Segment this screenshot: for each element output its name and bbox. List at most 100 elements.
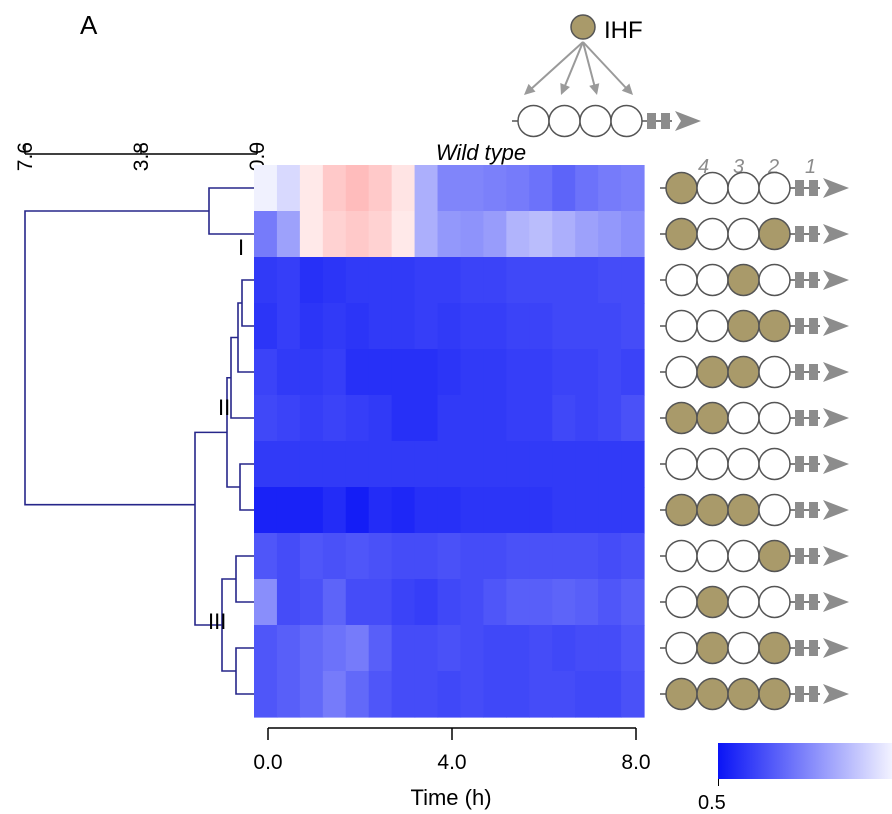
heatmap-cell: [598, 165, 622, 212]
ihf-arrowhead-icon: [621, 83, 633, 95]
heatmap-cell: [437, 625, 462, 672]
heatmap-cell: [460, 671, 485, 718]
ihf-schematic: IHF: [512, 14, 701, 138]
heatmap-cell: [345, 303, 370, 350]
heatmap-cell: [552, 579, 576, 626]
ihf-bound-site-icon: [665, 171, 698, 205]
empty-site-icon: [758, 493, 791, 527]
ihf-bound-site-icon: [758, 309, 791, 343]
ihf-arrowhead-icon: [524, 83, 536, 95]
heatmap-cell: [322, 625, 347, 672]
heatmap-cell: [299, 671, 324, 718]
empty-site-icon: [696, 447, 729, 481]
heatmap-cell: [598, 579, 622, 626]
heatmap-cell: [460, 349, 485, 396]
empty-site-icon: [610, 104, 643, 138]
ihf-bound-site-icon: [665, 401, 698, 435]
heatmap-cell: [322, 165, 347, 212]
heatmap-cell: [391, 625, 416, 672]
heatmap-cell: [254, 257, 278, 304]
heatmap-cell: [299, 579, 324, 626]
heatmap-cell: [621, 395, 645, 442]
heatmap-cell: [437, 671, 462, 718]
dendrogram-branch: [235, 647, 254, 695]
empty-site-icon: [665, 539, 698, 573]
heatmap-cell: [345, 579, 370, 626]
x-tick-label: 0.0: [253, 751, 282, 774]
heatmap-cell: [391, 349, 416, 396]
heatmap-cell: [299, 395, 324, 442]
ihf-bound-site-icon: [758, 217, 791, 251]
empty-site-icon: [727, 217, 760, 251]
promoter-box: [795, 318, 804, 334]
ihf-icon: [570, 14, 596, 40]
promoter-box: [795, 502, 804, 518]
heatmap-cell: [322, 349, 347, 396]
promoter-box: [795, 180, 804, 196]
heatmap-cell: [322, 533, 347, 580]
heatmap-cell: [598, 625, 622, 672]
promoter-box: [809, 272, 818, 288]
heatmap-cell: [552, 625, 576, 672]
heatmap-cell: [391, 211, 416, 258]
empty-site-icon: [696, 217, 729, 251]
dendrogram-branch: [24, 210, 209, 506]
dendrogram-branch: [241, 279, 254, 327]
heatmap-cell: [414, 349, 439, 396]
heatmap-cell: [552, 441, 576, 488]
heatmap-cell: [598, 441, 622, 488]
heatmap-cell: [254, 303, 278, 350]
heatmap-cell: [552, 671, 576, 718]
ihf-arrow-line: [530, 41, 584, 90]
heatmap-cell: [368, 165, 393, 212]
promoter-box: [809, 640, 818, 656]
promoter-box: [795, 226, 804, 242]
heatmap-cell: [414, 441, 439, 488]
heatmap-cell: [460, 533, 485, 580]
transcription-arrow-icon: [823, 178, 849, 198]
heatmap-cell: [299, 257, 324, 304]
heatmap-cell: [621, 533, 645, 580]
heatmap-cell: [621, 257, 645, 304]
ihf-arrow-line: [582, 41, 628, 90]
empty-site-icon: [727, 585, 760, 619]
heatmap-cell: [483, 671, 507, 718]
scale-tick-label: 7.6: [14, 142, 37, 171]
heatmap-cell: [299, 441, 324, 488]
heatmap-cell: [552, 349, 576, 396]
heatmap-cell: [368, 487, 393, 534]
cluster-label-i: I: [238, 235, 244, 260]
heatmap-cell: [299, 625, 324, 672]
ihf-arrowhead-icon: [589, 83, 600, 95]
heatmap-cell: [621, 165, 645, 212]
promoter-box: [795, 272, 804, 288]
heatmap-cell: [621, 303, 645, 350]
promoter-box: [809, 180, 818, 196]
empty-site-icon: [758, 447, 791, 481]
heatmap-cell: [483, 395, 507, 442]
ihf-bound-site-icon: [696, 401, 729, 435]
transcription-arrow-icon: [823, 546, 849, 566]
heatmap-cell: [345, 671, 370, 718]
empty-site-icon: [758, 263, 791, 297]
row-diagram: [660, 447, 849, 481]
promoter-box: [809, 548, 818, 564]
empty-site-icon: [696, 171, 729, 205]
promoter-box: [809, 410, 818, 426]
heatmap-cell: [529, 165, 553, 212]
heatmap-cell: [460, 579, 485, 626]
heatmap-cell: [575, 487, 599, 534]
scale-tick-label: 0.0: [246, 142, 269, 171]
empty-site-icon: [727, 401, 760, 435]
empty-site-icon: [665, 263, 698, 297]
heatmap-cell: [621, 625, 645, 672]
heatmap-cell: [391, 165, 416, 212]
ihf-bound-site-icon: [727, 309, 760, 343]
heatmap-cell: [254, 349, 278, 396]
promoter-box: [809, 456, 818, 472]
heatmap-cell: [322, 257, 347, 304]
transcription-arrow-icon: [823, 638, 849, 658]
empty-site-icon: [579, 104, 612, 138]
row-diagram: [660, 217, 849, 251]
heatmap-cell: [506, 625, 530, 672]
